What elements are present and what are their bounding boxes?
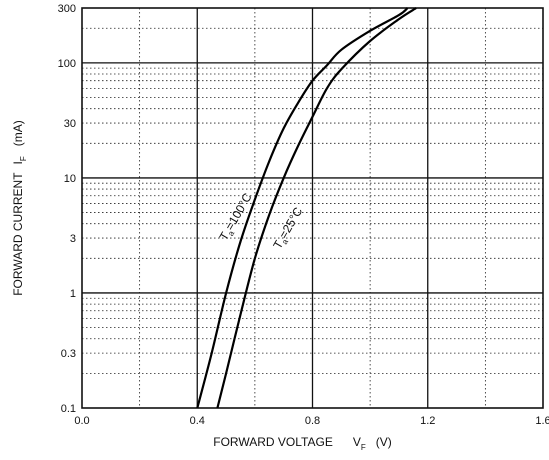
y-tick-label: 3	[70, 233, 76, 245]
x-tick-label: 0.8	[305, 415, 320, 427]
curve-label-25c-rest: =25°C	[276, 205, 305, 242]
curve-label-25c: Ta=25°C	[270, 205, 307, 253]
y-tick-labels: 0.1 0.3 1 3 10 30 100 300	[58, 3, 76, 415]
y-tick-label: 0.3	[61, 348, 76, 360]
y-tick-label: 10	[64, 173, 76, 185]
curve-label-100c-sub: a	[226, 229, 236, 238]
x-axis-label-symbol: V	[353, 435, 361, 449]
y-tick-label: 1	[70, 288, 76, 300]
y-axis-label-unit: (mA)	[11, 120, 25, 146]
y-tick-label: 300	[58, 3, 76, 15]
y-axis-label-main: FORWARD CURRENT	[11, 172, 25, 296]
curves	[196, 7, 417, 409]
plot-frame	[81, 7, 544, 409]
y-tick-label: 100	[58, 58, 76, 70]
x-axis-label-sub: F	[361, 443, 366, 452]
y-tick-label: 30	[64, 118, 76, 130]
curve-label-100c: Ta=100°C	[216, 190, 256, 244]
y-tick-label: 0.1	[61, 403, 76, 415]
x-axis-label-unit: (V)	[376, 435, 392, 449]
x-tick-label: 0.4	[190, 415, 205, 427]
x-tick-labels: 0.0 0.4 0.8 1.2 1.6	[74, 415, 549, 427]
x-axis-label: FORWARD VOLTAGE VF (V)	[213, 435, 391, 452]
minor-gridlines	[82, 7, 543, 408]
y-axis-label-sub: F	[19, 156, 28, 161]
curve-100c	[196, 7, 409, 409]
x-axis-label-main: FORWARD VOLTAGE	[213, 435, 333, 449]
x-tick-label: 0.0	[74, 415, 89, 427]
y-axis-label-symbol: I	[11, 161, 25, 164]
curve-label-25c-sub: a	[280, 237, 290, 246]
x-tick-label: 1.6	[535, 415, 549, 427]
x-tick-label: 1.2	[420, 415, 435, 427]
y-axis-label: FORWARD CURRENT IF (mA)	[11, 120, 28, 296]
curve-25c	[216, 7, 417, 409]
major-gridlines	[82, 8, 543, 408]
